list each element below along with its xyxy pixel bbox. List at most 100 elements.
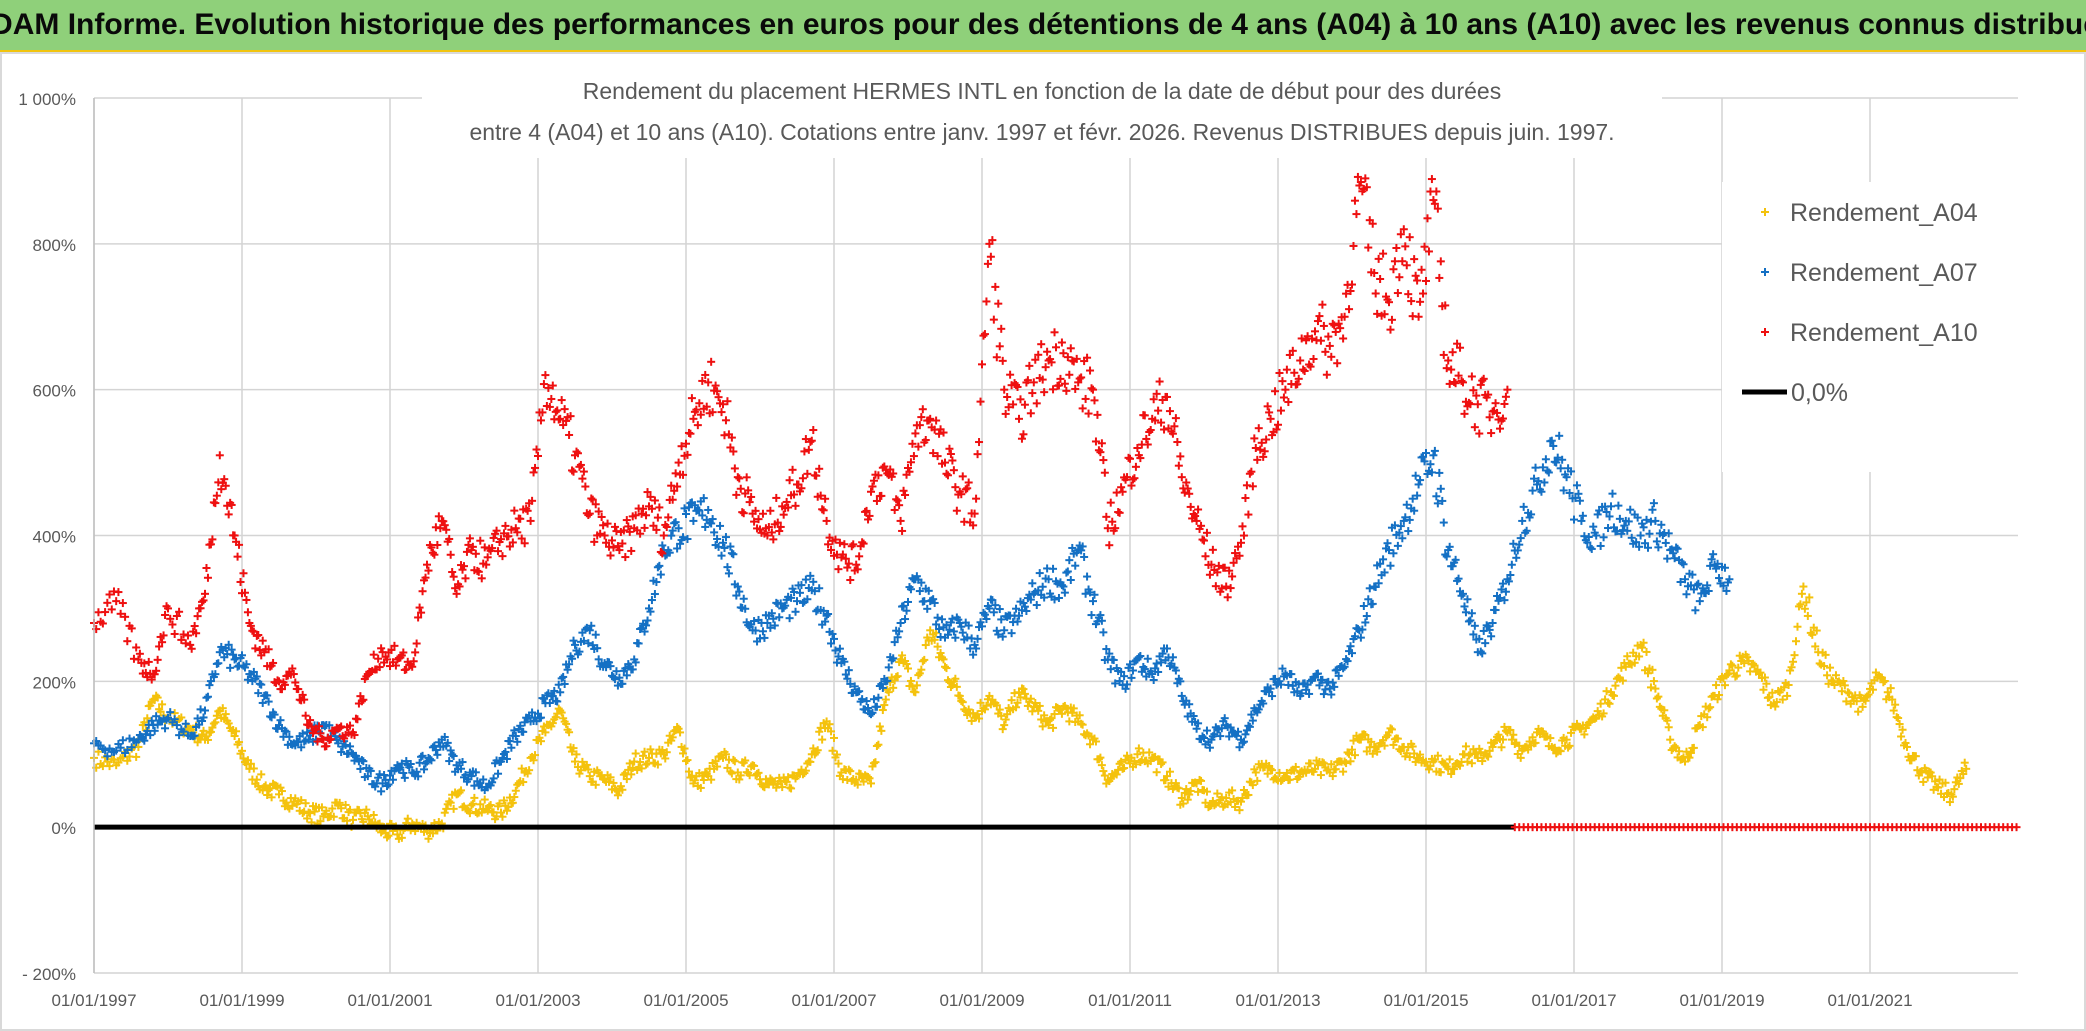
rendement-a04-point bbox=[1044, 721, 1053, 730]
rendement-a04-point-cloud bbox=[569, 744, 578, 753]
rendement-a04-point-cloud bbox=[1091, 737, 1100, 746]
rendement-a04-point-cloud bbox=[936, 649, 945, 658]
rendement-a04-point-cloud bbox=[1201, 798, 1210, 807]
rendement-a04-point-cloud bbox=[591, 780, 600, 789]
rendement-a04-point-cloud bbox=[1117, 757, 1126, 766]
rendement-a04-point-cloud bbox=[337, 804, 346, 813]
rendement-a04-point-cloud bbox=[1689, 743, 1698, 752]
rendement-a04-point-cloud bbox=[865, 774, 874, 783]
rendement-a07-point-cloud bbox=[412, 767, 421, 776]
rendement-a07-point-cloud bbox=[118, 736, 127, 745]
rendement-a04-point-cloud bbox=[1248, 781, 1257, 790]
rendement-a04-point-cloud bbox=[322, 806, 331, 815]
rendement-a04-point-cloud bbox=[346, 805, 355, 814]
rendement-a04-point-cloud bbox=[1467, 759, 1476, 768]
rendement-a07-point-cloud bbox=[501, 747, 510, 756]
rendement-a04-point-cloud bbox=[1713, 695, 1722, 704]
y-tick-label: - 200% bbox=[22, 965, 76, 984]
rendement-a04-point-cloud bbox=[468, 799, 477, 808]
rendement-a04-point-cloud bbox=[631, 749, 640, 758]
rendement-a04-point-cloud bbox=[682, 757, 690, 766]
rendement-a04-point-cloud bbox=[1802, 598, 1811, 607]
rendement-a07-point-cloud bbox=[101, 746, 110, 755]
rendement-a04-point-cloud bbox=[711, 757, 720, 766]
rendement-a07-point-cloud bbox=[127, 743, 136, 752]
rendement-a04-point-cloud bbox=[1879, 678, 1888, 687]
chart-frame: 1 000% 800% 600% 400% 200% 0% - 200% 01/01/1997… bbox=[0, 52, 2086, 1031]
rendement-a04-point-cloud bbox=[1282, 768, 1291, 777]
rendement-a04-point-cloud bbox=[1803, 611, 1812, 620]
rendement-a04-point-cloud bbox=[1686, 748, 1695, 757]
y-tick-label: 800% bbox=[33, 236, 76, 255]
rendement-a04-point-cloud bbox=[1611, 681, 1620, 690]
rendement-a04-point-cloud bbox=[1663, 716, 1672, 725]
rendement-a04-point-cloud bbox=[146, 701, 155, 710]
rendement-a04-point-cloud bbox=[920, 655, 929, 664]
rendement-a07-point-cloud bbox=[206, 677, 215, 686]
rendement-a07-point-cloud bbox=[258, 698, 267, 707]
rendement-a04-point-cloud bbox=[1100, 771, 1109, 780]
rendement-a04-point-cloud bbox=[209, 719, 218, 728]
rendement-a04-point-cloud bbox=[199, 726, 208, 735]
rendement-a04-point bbox=[1163, 772, 1171, 781]
rendement-a07-point-cloud bbox=[282, 727, 291, 736]
rendement-a07-point-cloud bbox=[276, 716, 285, 725]
rendement-a04-point-cloud bbox=[1765, 693, 1774, 702]
rendement-a04-point-cloud bbox=[562, 719, 571, 728]
rendement-a04-point-cloud bbox=[1805, 593, 1814, 602]
rendement-a04-point-cloud bbox=[1546, 734, 1555, 743]
rendement-a04-point-cloud bbox=[143, 714, 152, 723]
rendement-a07-point bbox=[363, 772, 372, 781]
rendement-a04-point-cloud bbox=[1531, 738, 1540, 747]
rendement-a04-point-cloud bbox=[499, 796, 508, 805]
rendement-a04-point-cloud bbox=[906, 676, 915, 685]
rendement-a04-point-cloud bbox=[679, 749, 688, 758]
rendement-a04-point-cloud bbox=[1031, 698, 1040, 707]
rendement-a04-point-cloud bbox=[1593, 707, 1602, 716]
rendement-a04-point-cloud bbox=[998, 725, 1007, 734]
x-tick-label: 01/01/2001 bbox=[347, 991, 432, 1010]
rendement-a04-point-cloud bbox=[1720, 681, 1729, 690]
rendement-a07-point-cloud bbox=[445, 757, 454, 766]
rendement-a04-point-cloud bbox=[1618, 676, 1627, 685]
rendement-a04-point-cloud bbox=[1565, 741, 1574, 750]
rendement-a04-point-cloud bbox=[668, 733, 677, 742]
rendement-a04-point-cloud bbox=[880, 701, 889, 710]
rendement-a07-point-cloud bbox=[193, 714, 202, 723]
rendement-a04-point-cloud bbox=[1880, 677, 1889, 686]
rendement-a04-point-cloud bbox=[964, 705, 973, 714]
rendement-a04-point-cloud bbox=[232, 727, 241, 736]
rendement-a04-point-cloud bbox=[1823, 671, 1832, 680]
rendement-a04-point-cloud bbox=[1180, 788, 1189, 797]
rendement-a04-point-cloud bbox=[699, 776, 708, 785]
rendement-a07-point-cloud bbox=[510, 726, 519, 735]
rendement-a07-point-cloud bbox=[150, 726, 159, 735]
rendement-a04-point-cloud bbox=[827, 727, 836, 736]
rendement-a07-point-cloud bbox=[243, 675, 252, 684]
rendement-a04-point-cloud bbox=[1134, 744, 1143, 753]
rendement-a04-point-cloud bbox=[721, 750, 730, 759]
rendement-a04-point-cloud bbox=[696, 783, 705, 792]
rendement-a07-point-cloud bbox=[449, 751, 458, 760]
rendement-a04-point-cloud bbox=[1712, 681, 1721, 690]
rendement-a04-point-cloud bbox=[832, 750, 841, 759]
rendement-a04-point-cloud bbox=[874, 740, 883, 749]
rendement-a04-point-cloud bbox=[1703, 713, 1712, 722]
rendement-a04-point bbox=[941, 662, 949, 671]
rendement-a04-point-cloud bbox=[1787, 663, 1796, 672]
rendement-a04-point-cloud bbox=[1516, 753, 1525, 762]
y-tick-label: 1 000% bbox=[18, 90, 76, 109]
rendement-a04-point-cloud bbox=[1734, 663, 1743, 672]
rendement-a04-point-cloud bbox=[476, 800, 485, 809]
rendement-a04-point-cloud bbox=[784, 773, 793, 782]
rendement-a04-point-cloud bbox=[1635, 652, 1644, 661]
rendement-a07-point-cloud bbox=[418, 751, 427, 760]
rendement-a07-point-cloud bbox=[166, 708, 175, 717]
rendement-a04-point-cloud bbox=[627, 770, 636, 779]
rendement-a04-point-cloud bbox=[1361, 730, 1370, 739]
rendement-a07-point-cloud bbox=[116, 743, 125, 752]
rendement-a04-point-cloud bbox=[1660, 706, 1669, 715]
rendement-a04-point-cloud bbox=[1706, 703, 1715, 712]
rendement-a04-point-cloud bbox=[1078, 720, 1087, 729]
rendement-a04-point-cloud bbox=[1171, 779, 1180, 788]
